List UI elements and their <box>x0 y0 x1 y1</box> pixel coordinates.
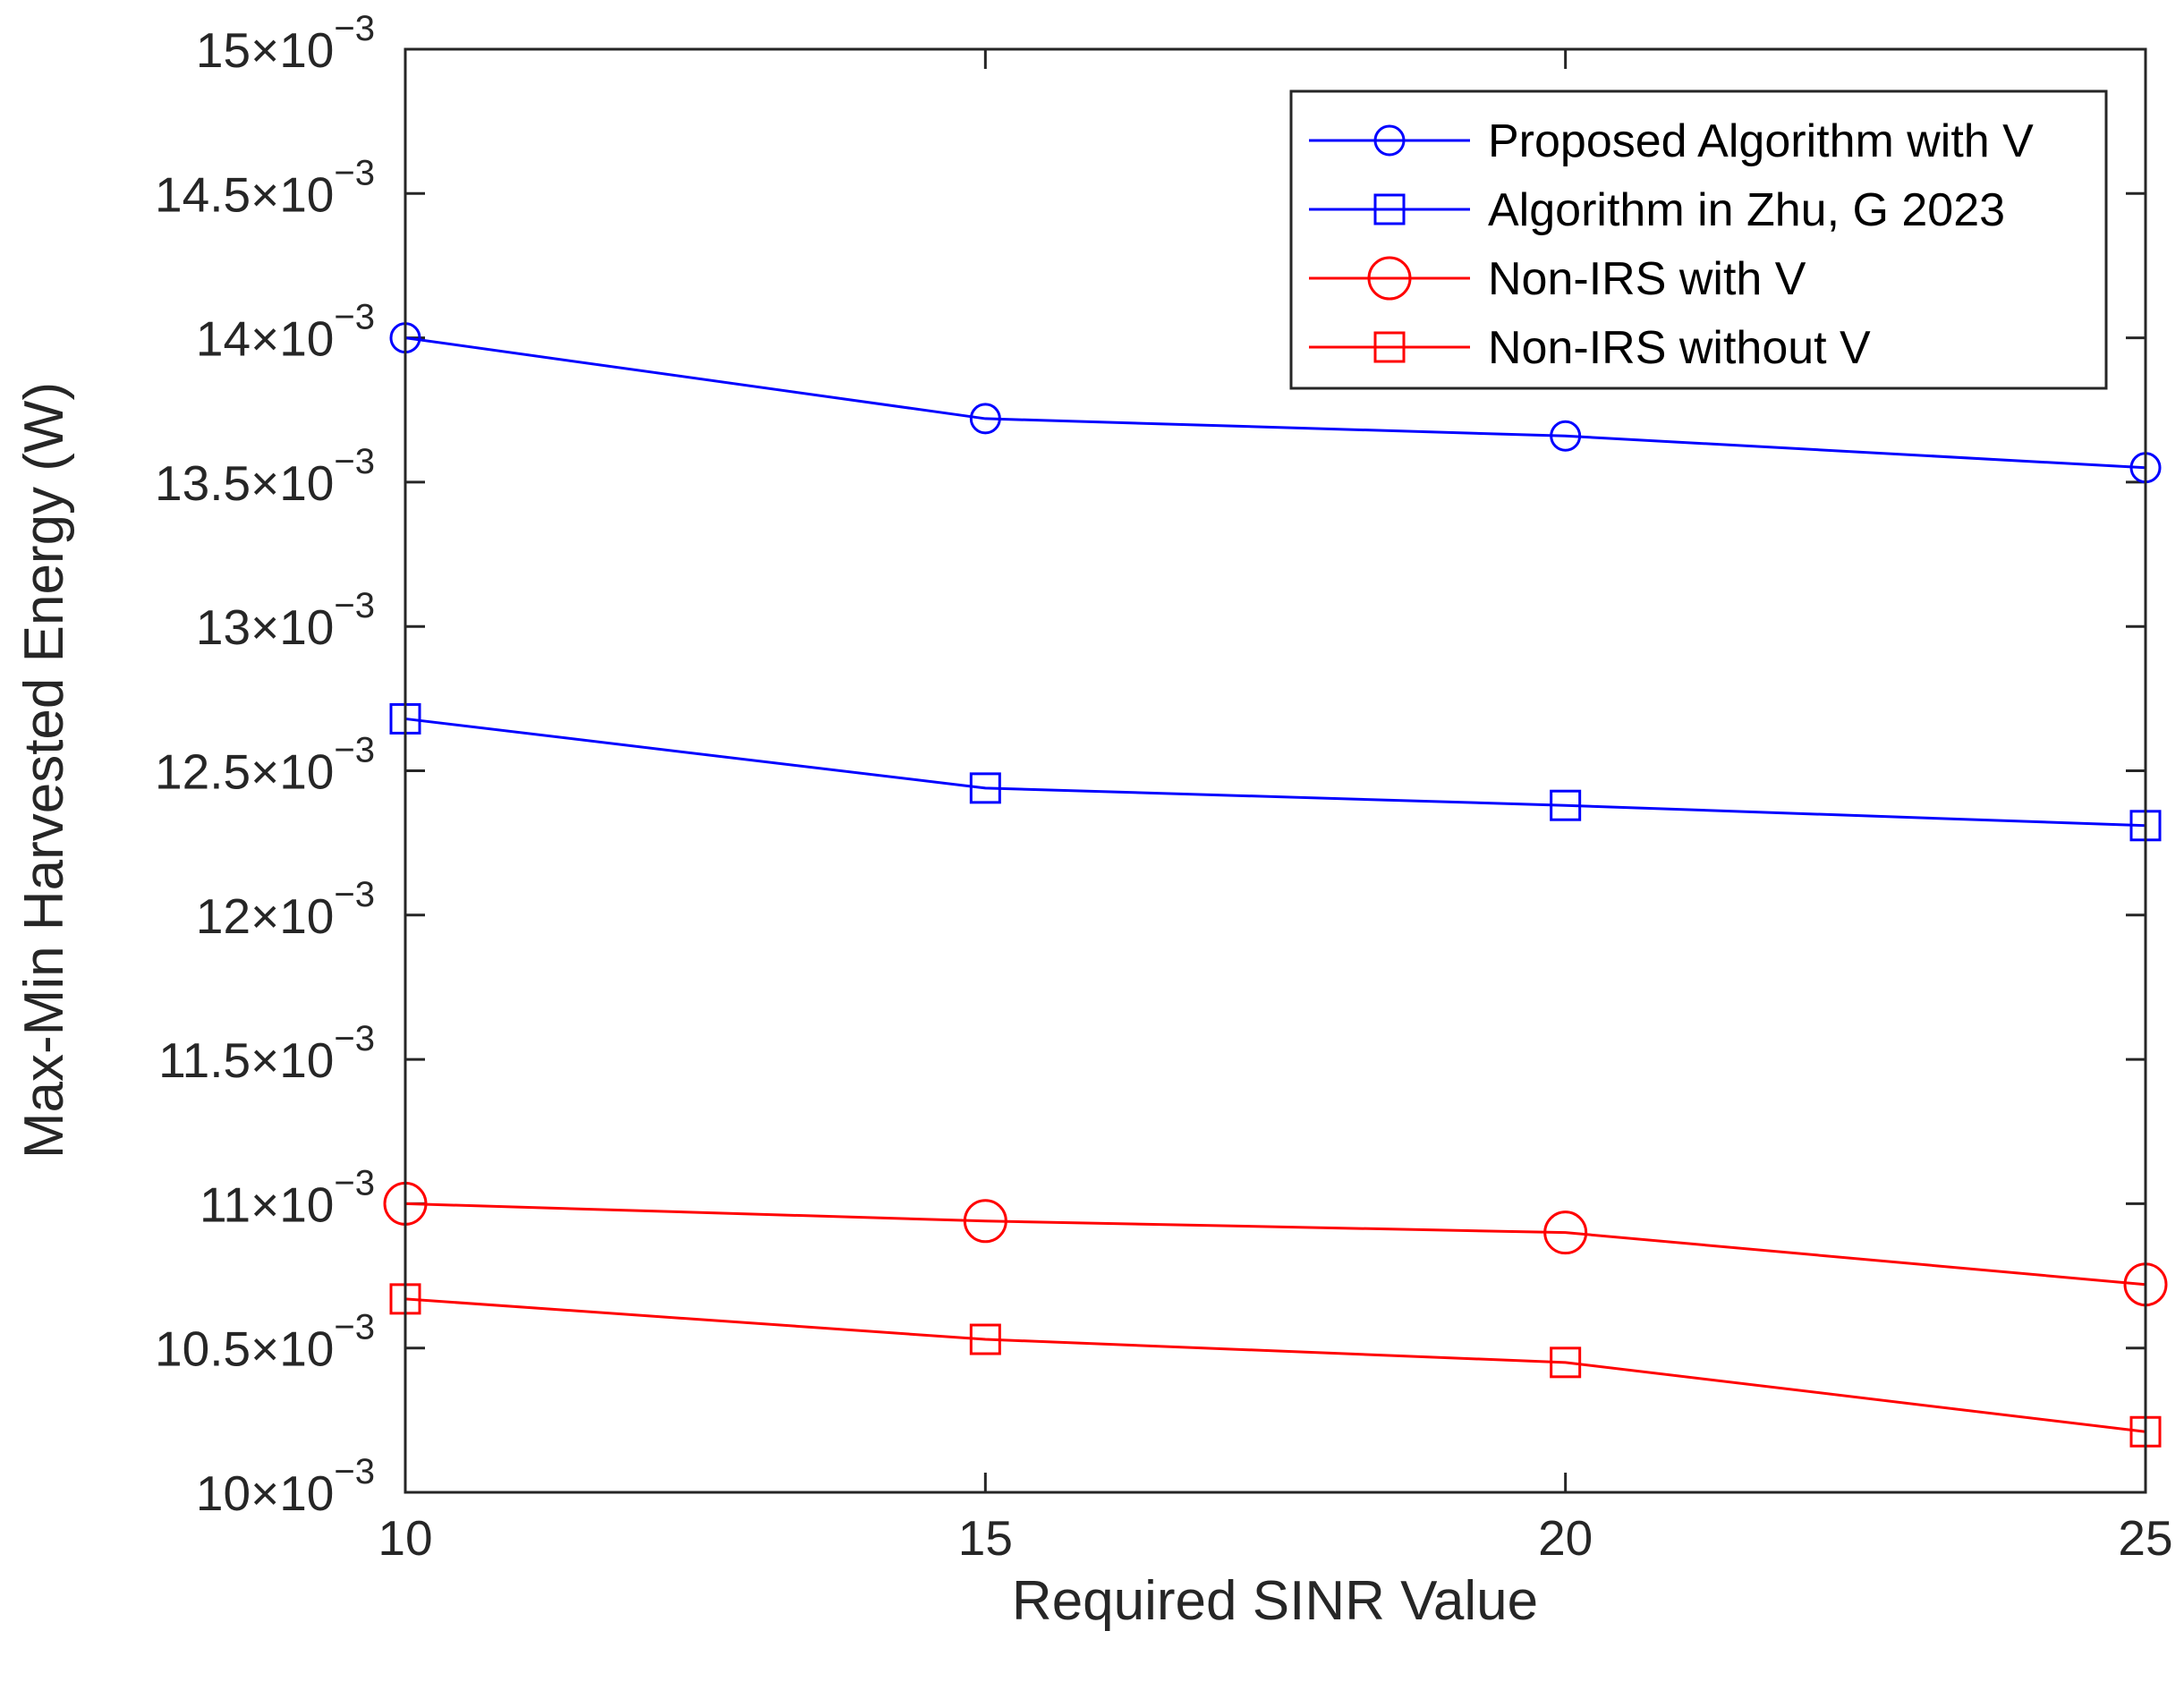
tick-labels: 10 15 20 2510×10−310.5×10−311×10−311.5×10−3… <box>155 9 2173 1566</box>
legend-label: Non-IRS with V <box>1488 253 1806 305</box>
y-tick-mantissa: 13 <box>196 599 251 655</box>
legend-label: Proposed Algorithm with V <box>1488 115 2034 167</box>
y-tick-exponent-base: ×10 <box>251 1032 334 1088</box>
legend-marker <box>1373 193 1406 225</box>
y-tick-exponent-base: ×10 <box>251 166 334 222</box>
legend-marker <box>1367 256 1412 301</box>
legend-item-0: Proposed Algorithm with V <box>1309 115 2034 167</box>
y-tick-exponent-base: ×10 <box>251 599 334 655</box>
y-tick-exponent-base: ×10 <box>251 1321 334 1377</box>
y-tick-mantissa: 10.5 <box>155 1321 251 1377</box>
data-point <box>1550 420 1582 452</box>
y-tick-exponent: −3 <box>334 875 375 914</box>
y-tick-exponent-base: ×10 <box>251 22 334 78</box>
y-tick-mantissa: 14 <box>196 311 251 367</box>
data-point <box>969 403 1001 435</box>
y-tick-mantissa: 12.5 <box>155 744 251 800</box>
y-tick-label: 13.5×10−3 <box>155 442 375 511</box>
series-line <box>404 1297 2146 1433</box>
legend-item-1: Algorithm in Zhu, G 2023 <box>1309 184 2005 236</box>
legend: Proposed Algorithm with V Algorithm in Zh… <box>1289 89 2108 390</box>
legend-label: Algorithm in Zhu, G 2023 <box>1488 184 2005 236</box>
y-tick-label: 10×10−3 <box>196 1452 375 1521</box>
y-tick-exponent: −3 <box>334 586 375 625</box>
y-tick-label: 14.5×10−3 <box>155 153 375 222</box>
y-tick-exponent: −3 <box>334 9 375 48</box>
y-tick-label: 15×10−3 <box>196 9 375 78</box>
y-tick-mantissa: 10 <box>196 1465 251 1521</box>
y-tick-exponent: −3 <box>334 298 375 337</box>
y-tick-label: 11.5×10−3 <box>158 1019 375 1088</box>
y-tick-label: 14×10−3 <box>196 298 375 367</box>
y-tick-exponent: −3 <box>334 1163 375 1202</box>
legend-item-2: Non-IRS with V <box>1309 253 1806 305</box>
legend-marker <box>1373 331 1406 363</box>
legend-item-3: Non-IRS without V <box>1309 322 1871 374</box>
legend-marker <box>1373 124 1406 157</box>
legend-label: Non-IRS without V <box>1488 322 1871 374</box>
y-tick-mantissa: 11 <box>200 1177 251 1232</box>
y-tick-label: 12.5×10−3 <box>155 731 375 800</box>
y-tick-exponent: −3 <box>334 1019 375 1058</box>
plot-area-frame <box>404 47 2147 1494</box>
series-line <box>404 336 2146 470</box>
x-tick-label: 25 <box>2118 1510 2172 1566</box>
y-tick-exponent-base: ×10 <box>251 744 334 800</box>
series-line <box>404 1202 2146 1287</box>
y-tick-label: 13×10−3 <box>196 586 375 655</box>
x-tick-label: 20 <box>1538 1510 1593 1566</box>
series-line <box>404 717 2146 828</box>
data-point <box>969 772 1001 804</box>
y-tick-exponent-base: ×10 <box>251 311 334 367</box>
x-axis-title: Required SINR Value <box>1012 1570 1538 1632</box>
data-point <box>1550 1346 1582 1379</box>
y-tick-exponent-base: ×10 <box>251 455 334 511</box>
y-tick-mantissa: 11.5 <box>158 1032 251 1088</box>
data-point <box>963 1199 1007 1244</box>
y-tick-mantissa: 14.5 <box>155 166 251 222</box>
y-tick-label: 11×10−3 <box>200 1163 375 1232</box>
y-tick-exponent-base: ×10 <box>251 1465 334 1521</box>
y-tick-exponent: −3 <box>334 153 375 192</box>
y-tick-exponent-base: ×10 <box>251 1177 334 1232</box>
y-tick-exponent: −3 <box>334 1452 375 1491</box>
data-point <box>969 1323 1001 1355</box>
data-point <box>1550 789 1582 821</box>
x-tick-label: 10 <box>378 1510 432 1566</box>
y-tick-label: 10.5×10−3 <box>155 1308 375 1377</box>
y-tick-exponent-base: ×10 <box>251 888 334 944</box>
y-tick-mantissa: 15 <box>196 22 251 78</box>
y-tick-label: 12×10−3 <box>196 875 375 944</box>
y-axis-title: Max-Min Harvested Energy (W) <box>13 382 75 1159</box>
y-tick-mantissa: 12 <box>196 888 251 944</box>
y-tick-exponent: −3 <box>334 1308 375 1347</box>
data-point <box>1543 1211 1588 1255</box>
y-tick-exponent: −3 <box>334 731 375 770</box>
y-tick-mantissa: 13.5 <box>155 455 251 511</box>
y-tick-exponent: −3 <box>334 442 375 481</box>
x-tick-label: 15 <box>958 1510 1013 1566</box>
